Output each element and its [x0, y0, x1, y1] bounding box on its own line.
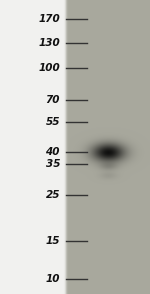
Text: 40: 40: [45, 147, 60, 157]
Text: 25: 25: [45, 190, 60, 200]
Text: 55: 55: [45, 117, 60, 127]
Text: 10: 10: [45, 274, 60, 284]
Text: 130: 130: [38, 38, 60, 48]
Text: 170: 170: [38, 14, 60, 24]
Text: 100: 100: [38, 63, 60, 73]
Text: 35: 35: [45, 159, 60, 169]
Text: 70: 70: [45, 95, 60, 105]
Text: 15: 15: [45, 236, 60, 246]
